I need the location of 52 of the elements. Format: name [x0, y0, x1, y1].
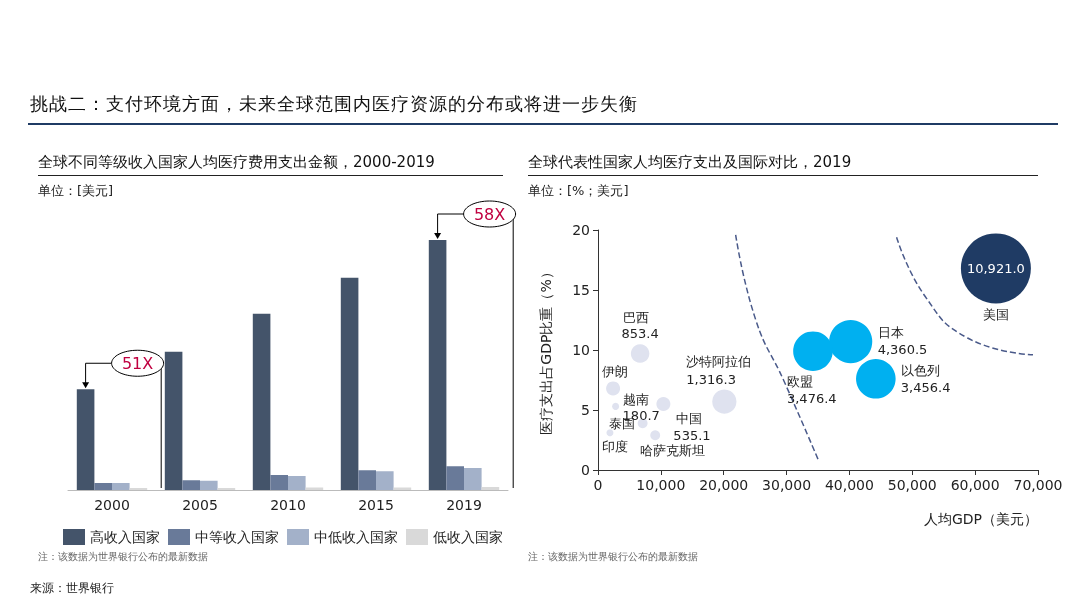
text: 注：该数据为世界银行公布的最新数据 — [38, 550, 209, 564]
x-tick-label: 70,000 — [1013, 477, 1063, 493]
annotation: 3,476.4 — [786, 390, 837, 406]
series-label: 美国 — [982, 306, 1009, 322]
text: 58X — [473, 204, 506, 224]
legend-label: 高收入国家 — [90, 529, 160, 545]
series-label: 以色列 — [900, 363, 940, 379]
y-tick-label: 0 — [581, 462, 590, 478]
x-tick-label: 0 — [593, 477, 603, 493]
chart-subtitle: 单位：[美元] — [38, 182, 115, 200]
annotation: 51X — [121, 353, 154, 373]
x-axis-title: 人均GDP（美元） — [923, 511, 1038, 527]
series-label: 哈萨克斯坦 — [640, 442, 706, 458]
x-tick-label: 30,000 — [762, 477, 812, 493]
chart-subtitle: 单位：[%；美元] — [528, 182, 630, 200]
y-tick-label: 15 — [572, 282, 590, 298]
text: 挑战二：支付环境方面，未来全球范围内医疗资源的分布或将进一步失衡 — [30, 92, 638, 116]
y-tick-label: 10 — [572, 342, 590, 358]
series-label: 日本 — [877, 325, 904, 341]
annotation: 1,316.3 — [686, 372, 736, 388]
y-tick-label: 20 — [572, 222, 590, 238]
annotation: 4,360.5 — [877, 342, 928, 358]
series-label: 中国 — [676, 410, 703, 426]
x-tick-label: 2000 — [94, 497, 130, 513]
series-label: 欧盟 — [786, 373, 813, 389]
legend-label: 中低收入国家 — [314, 529, 398, 545]
x-tick-label: 40,000 — [824, 477, 874, 493]
y-axis-title: 医疗支出占GDP比重（%） — [538, 265, 554, 435]
series-label: 伊朗 — [602, 363, 629, 379]
x-tick-label: 20,000 — [699, 477, 749, 493]
x-tick-label: 2005 — [182, 497, 218, 513]
x-tick-label: 50,000 — [887, 477, 937, 493]
chart-title: 全球代表性国家人均医疗支出及国际对比，2019 — [528, 153, 1038, 176]
annotation: 853.4 — [621, 326, 659, 342]
x-tick-label: 10,000 — [636, 477, 686, 493]
text: 沙特阿拉伯 — [686, 354, 752, 370]
y-tick-label: 5 — [581, 402, 590, 418]
legend-label: 低收入国家 — [433, 529, 503, 545]
annotation: 535.1 — [673, 427, 711, 443]
text: 注：该数据为世界银行公布的最新数据 — [528, 550, 699, 564]
source-note: 来源：世界银行 — [30, 580, 114, 597]
chart-title: 全球不同等级收入国家人均医疗费用支出金额，2000-2019 — [38, 153, 503, 176]
legend-label: 中等收入国家 — [195, 529, 279, 545]
annotation: 10,921.0 — [966, 260, 1025, 276]
x-tick-label: 2015 — [358, 497, 394, 513]
x-tick-label: 2010 — [270, 497, 306, 513]
annotation: 3,456.4 — [900, 380, 951, 396]
x-tick-label: 60,000 — [950, 477, 1000, 493]
series-label: 越南 — [622, 391, 649, 407]
x-tick-label: 2019 — [446, 497, 482, 513]
series-label: 巴西 — [623, 310, 650, 326]
series-label: 印度 — [601, 439, 628, 455]
